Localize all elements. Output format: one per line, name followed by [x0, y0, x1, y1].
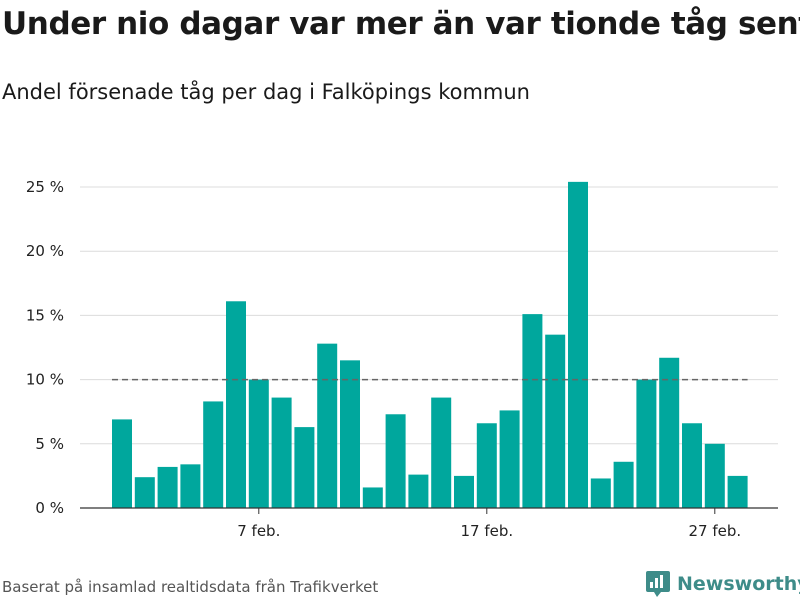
axes: 0 % 5 % 10 % 15 % 20 % 25 % 7 feb. 17 feb. 27 fe… [26, 178, 778, 540]
brand-logo: Newsworthy [645, 570, 800, 598]
bar-11 [340, 360, 360, 508]
newsworthy-logo-icon [646, 571, 670, 597]
bar-7 [248, 379, 269, 508]
x-tick-label-0: 7 feb. [237, 522, 280, 540]
brand-name: Newsworthy [677, 573, 800, 595]
y-tick-label-4: 20 % [26, 242, 64, 260]
bar-25 [659, 357, 680, 508]
bar-23 [613, 461, 634, 508]
y-tick-label-2: 10 % [26, 371, 64, 389]
source-note: Baserat på insamlad realtidsdata från Tr… [2, 578, 379, 596]
chart-subtitle: Andel försenade tåg per dag i Falköpings… [2, 80, 530, 104]
chart-title: Under nio dagar var mer än var tionde tå… [2, 6, 800, 42]
bar-14 [408, 474, 429, 508]
bar-21 [568, 181, 588, 508]
bars [112, 181, 748, 508]
bar-3 [157, 466, 178, 508]
bar-9 [294, 427, 315, 508]
bar-4 [180, 464, 201, 508]
bar-22 [590, 478, 611, 508]
bar-19 [522, 314, 543, 508]
bar-5 [203, 401, 224, 508]
y-tick-label-3: 15 % [26, 306, 64, 324]
bar-26 [682, 423, 702, 508]
x-tick-label-2: 27 feb. [688, 522, 741, 540]
y-tick-label-1: 5 % [35, 435, 64, 453]
bar-2 [134, 477, 155, 508]
bar-20 [545, 334, 566, 508]
bar-28 [727, 475, 748, 508]
bar-1 [112, 419, 132, 508]
y-tick-label-5: 25 % [26, 178, 64, 196]
bar-24 [636, 379, 657, 508]
bar-6 [226, 301, 246, 508]
bar-16 [454, 475, 474, 508]
bar-10 [317, 343, 338, 508]
y-tick-label-0: 0 % [35, 499, 64, 517]
bar-15 [431, 397, 452, 508]
bar-18 [499, 410, 520, 508]
bar-8 [271, 397, 292, 508]
bar-13 [385, 414, 406, 508]
bar-17 [476, 423, 497, 508]
bar-12 [362, 487, 383, 508]
x-tick-label-1: 17 feb. [460, 522, 513, 540]
bar-27 [704, 443, 725, 508]
